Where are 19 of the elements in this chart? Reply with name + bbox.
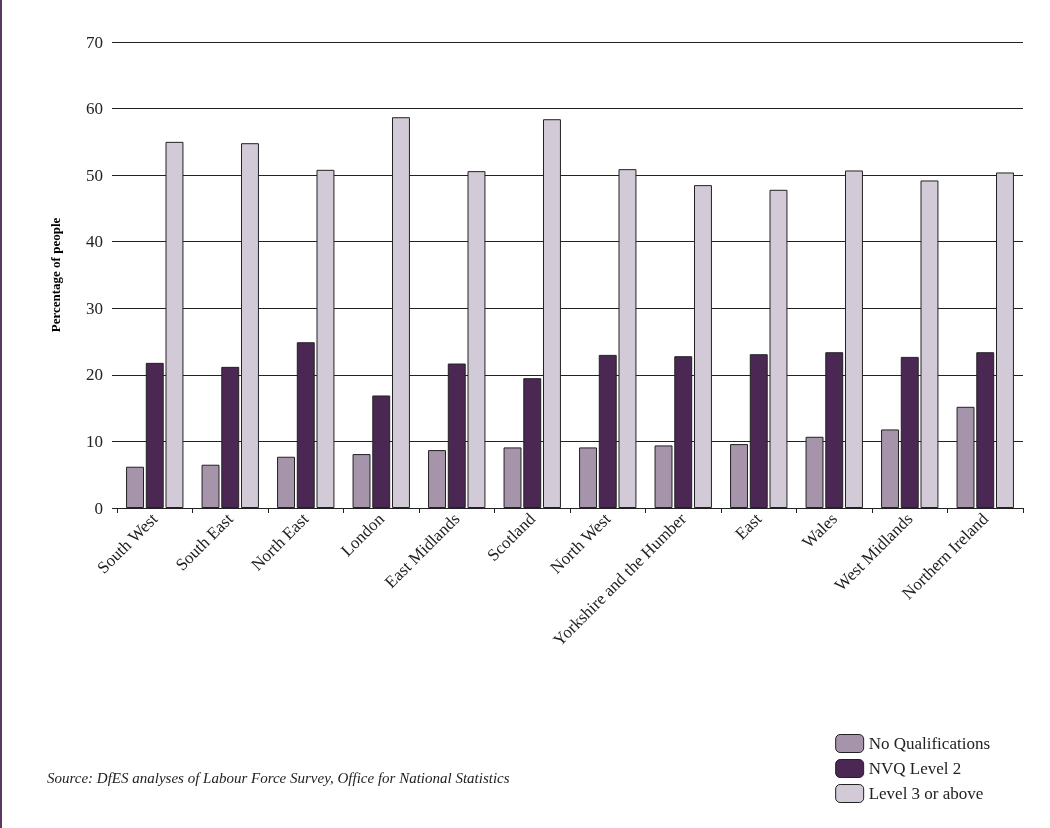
bar (126, 466, 144, 508)
y-tick-label: 30 (86, 298, 103, 318)
y-axis-title: Percentage of people (48, 217, 63, 333)
y-tick-label: 20 (86, 365, 103, 385)
bar (579, 447, 597, 508)
bar (730, 444, 748, 508)
legend-label: Level 3 or above (868, 784, 984, 803)
y-tick-label: 40 (86, 232, 103, 252)
y-tick-label: 0 (94, 498, 103, 518)
x-tick-label: East (731, 509, 766, 544)
source-note: Source: DfES analyses of Labour Force Survey, Office for National Statistics (47, 769, 510, 786)
legend-label: NVQ Level 2 (868, 759, 962, 778)
y-tick-label: 70 (86, 32, 103, 52)
bar (428, 450, 446, 508)
bar (277, 456, 295, 508)
legend-label: No Qualifications (868, 734, 991, 753)
y-tick-label: 10 (86, 431, 103, 451)
y-tick-label: 50 (86, 165, 103, 185)
y-tick-label: 60 (86, 99, 103, 119)
